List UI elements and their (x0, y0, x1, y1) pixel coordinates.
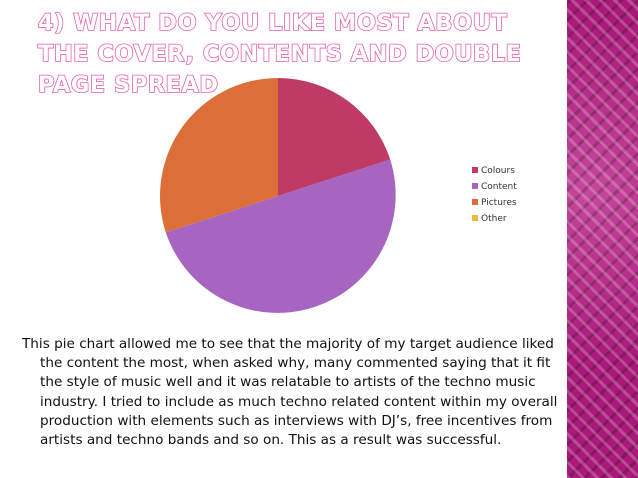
legend-label-other: Other (481, 214, 507, 224)
pie-slice-colours (278, 78, 391, 196)
chart-legend: Colours Content Pictures Other (472, 166, 517, 224)
legend-swatch-colours (472, 167, 478, 173)
legend-swatch-pictures (472, 199, 478, 205)
pie-chart: Colours Content Pictures Other (160, 78, 517, 313)
decorative-side-strip (567, 0, 638, 478)
pie-slice-pictures (160, 78, 278, 233)
legend-label-colours: Colours (481, 166, 515, 176)
legend-swatch-content (472, 183, 478, 189)
slide-body-text: This pie chart allowed me to see that th… (22, 336, 558, 449)
legend-label-content: Content (481, 182, 517, 192)
slide-title: 4) What do you like most about the cover… (37, 9, 522, 99)
pie-slices (160, 78, 396, 313)
legend-swatch-other (472, 215, 478, 221)
pie-slice-content (165, 159, 396, 313)
legend-label-pictures: Pictures (481, 198, 517, 208)
